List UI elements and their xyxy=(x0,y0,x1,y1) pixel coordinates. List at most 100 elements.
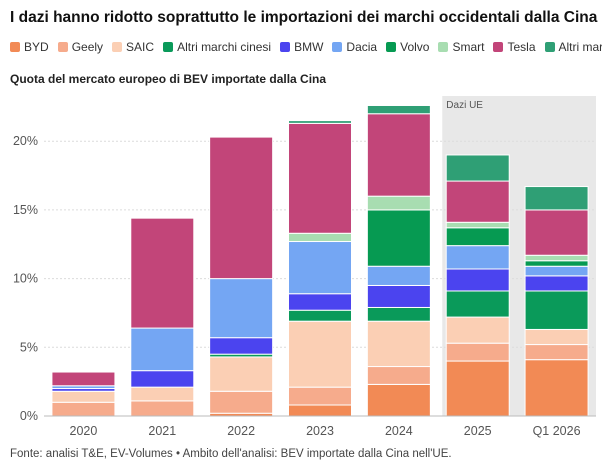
bar-segment xyxy=(366,366,431,385)
bar-segment xyxy=(209,136,274,280)
bar-segment xyxy=(524,260,589,267)
bar-segment xyxy=(445,154,510,182)
bar-segment xyxy=(366,209,431,267)
bar-segment xyxy=(288,293,352,311)
bar-segment xyxy=(445,360,510,417)
legend-item: Volvo xyxy=(386,40,429,54)
x-tick-label: Q1 2026 xyxy=(533,424,581,438)
bar-segment xyxy=(209,390,274,414)
legend-swatch xyxy=(10,42,20,52)
bar-segment xyxy=(209,356,274,392)
bar-segment xyxy=(366,195,431,211)
legend-label: BMW xyxy=(294,40,324,54)
bar-segment xyxy=(524,344,589,361)
chart-title: I dazi hanno ridotto soprattutto le impo… xyxy=(10,9,598,26)
bar-segment xyxy=(366,306,431,322)
bar-segment xyxy=(445,221,510,229)
bar-segment xyxy=(524,290,589,330)
legend-label: BYD xyxy=(24,40,49,54)
legend-label: Volvo xyxy=(400,40,430,54)
bar-segment xyxy=(288,122,352,234)
bar-segment xyxy=(130,400,195,417)
legend-item: BMW xyxy=(280,40,323,54)
bar-segment xyxy=(209,337,274,355)
bar-segment xyxy=(445,180,510,223)
y-tick-label: 0% xyxy=(20,409,38,423)
x-tick-label: 2025 xyxy=(464,424,492,438)
bar-segment xyxy=(130,217,195,329)
bar-segment xyxy=(445,290,510,318)
x-tick-label: 2022 xyxy=(227,424,255,438)
bar-segment xyxy=(445,316,510,344)
legend-swatch xyxy=(332,42,343,52)
legend-swatch xyxy=(163,42,174,52)
legend-item: Geely xyxy=(57,40,104,54)
bar-segment xyxy=(524,275,589,292)
legend-swatch xyxy=(57,42,68,52)
bar-segment xyxy=(445,268,510,292)
legend-item: Smart xyxy=(438,40,484,54)
x-tick-label: 2024 xyxy=(385,424,413,438)
legend-swatch xyxy=(386,42,397,52)
legend-item: Altri marchi xyxy=(544,40,602,54)
bar-segment xyxy=(130,327,195,372)
legend-item: Altri marchi cinesi xyxy=(163,40,271,54)
x-tick-label: 2023 xyxy=(306,424,334,438)
bar-segment xyxy=(288,320,352,388)
bar-segment xyxy=(288,309,352,322)
bar-segment xyxy=(288,232,352,243)
bar-segment xyxy=(445,342,510,362)
y-tick-label: 15% xyxy=(13,203,38,217)
source-footer: Fonte: analisi T&E, EV-Volumes • Ambito … xyxy=(10,448,452,460)
bar-segment xyxy=(209,278,274,339)
bar-segment xyxy=(288,120,352,124)
bar-segment xyxy=(366,383,431,417)
legend-item: SAIC xyxy=(112,40,154,54)
bar-segment xyxy=(524,359,589,417)
x-tick-label: 2021 xyxy=(148,424,176,438)
legend-label: Dacia xyxy=(346,40,378,54)
y-tick-label: 5% xyxy=(20,340,38,354)
legend-item: BYD xyxy=(10,40,49,54)
bar-segment xyxy=(288,404,352,417)
bar-segment xyxy=(366,265,431,286)
bar-segment xyxy=(366,104,431,115)
legend: BYD Geely SAIC Altri marchi cinesi BMW Dacia V… xyxy=(10,40,602,54)
x-tick-label: 2020 xyxy=(70,424,98,438)
bar-segment xyxy=(524,328,589,346)
bar-segment xyxy=(130,370,195,388)
legend-label: Smart xyxy=(452,40,485,54)
bar-segment xyxy=(524,186,589,211)
y-tick-label: 10% xyxy=(13,272,38,286)
bar-segment xyxy=(524,209,589,256)
bar-segment xyxy=(445,227,510,247)
tariff-region-label: Dazi UE xyxy=(446,100,483,111)
y-tick-label: 20% xyxy=(13,134,38,148)
bar-segment xyxy=(366,320,431,368)
bar-segment xyxy=(51,390,116,403)
bar-segment xyxy=(445,245,510,270)
legend-swatch xyxy=(112,42,123,52)
bar-segment xyxy=(366,113,431,197)
bar-segment xyxy=(288,241,352,295)
legend-label: Altri marchi xyxy=(558,40,602,54)
bar-segment xyxy=(51,401,116,417)
bar-segment xyxy=(288,386,352,406)
legend-label: SAIC xyxy=(126,40,155,54)
bar-segment xyxy=(51,371,116,387)
bar-segment xyxy=(130,386,195,402)
bar-segment xyxy=(366,284,431,308)
chart-subtitle: Quota del mercato europeo di BEV importa… xyxy=(10,72,327,86)
legend-item: Dacia xyxy=(332,40,377,54)
bar-segment xyxy=(524,254,589,262)
bar-segment xyxy=(524,265,589,277)
legend-swatch xyxy=(544,42,555,52)
legend-label: Geely xyxy=(71,40,104,54)
legend-swatch xyxy=(493,42,504,52)
legend-item: Tesla xyxy=(493,40,536,54)
legend-swatch xyxy=(438,42,449,52)
legend-swatch xyxy=(280,42,291,52)
legend-label: Tesla xyxy=(507,40,536,54)
legend-label: Altri marchi cinesi xyxy=(177,40,272,54)
